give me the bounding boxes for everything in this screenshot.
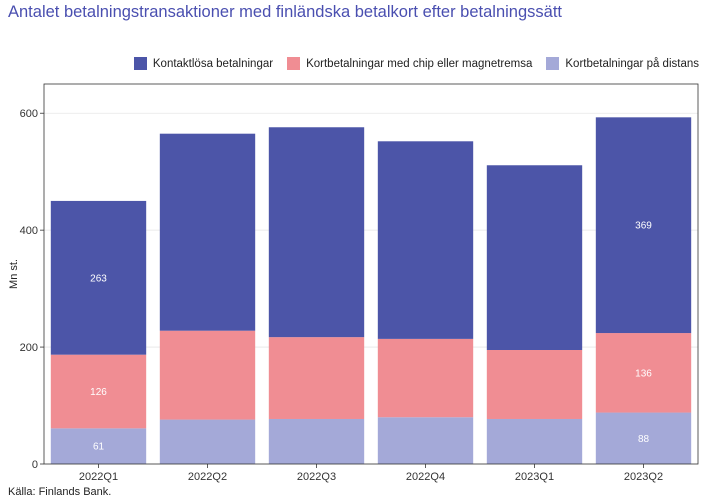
legend-label: Kortbetalningar med chip eller magnetrem…	[306, 57, 533, 70]
bar-2022Q4-series-0	[377, 417, 474, 464]
legend-label: Kontaktlösa betalningar	[152, 57, 274, 70]
source-note: Källa: Finlands Bank.	[8, 486, 112, 498]
data-label: 263	[90, 273, 107, 284]
bar-2023Q1-series-2	[486, 165, 583, 350]
legend-item: Kontaktlösa betalningar	[133, 57, 274, 70]
legend-label: Kortbetalningar på distans	[565, 57, 699, 70]
y-tick-label: 600	[20, 108, 38, 120]
bar-2022Q3-series-0	[268, 418, 365, 464]
data-label: 369	[635, 221, 652, 232]
bar-2022Q1-series-2	[50, 200, 147, 355]
y-tick-label: 200	[20, 342, 38, 354]
bar-2022Q3-series-1	[268, 337, 365, 419]
bar-2023Q1-series-0	[486, 418, 583, 464]
bar-2022Q3-series-2	[268, 127, 365, 338]
legend-item: Kortbetalningar med chip eller magnetrem…	[287, 57, 532, 70]
bar-2022Q1-series-1	[50, 354, 147, 429]
bar-2023Q2-series-1	[595, 333, 692, 413]
legend-swatch	[133, 57, 147, 70]
x-tick-label: 2022Q3	[297, 471, 336, 483]
x-tick-label: 2023Q2	[624, 471, 663, 483]
legend-swatch	[287, 57, 301, 70]
bar-2022Q2-series-2	[159, 133, 256, 331]
x-tick-label: 2022Q1	[79, 471, 118, 483]
bar-2023Q1-series-1	[486, 350, 583, 419]
bar-2022Q2-series-0	[159, 419, 256, 464]
legend-item: Kortbetalningar på distans	[546, 57, 699, 70]
legend-swatch	[546, 57, 560, 70]
plot-border	[43, 83, 699, 465]
x-tick-label: 2022Q4	[406, 471, 445, 483]
legend: Kontaktlösa betalningar Kortbetalningar m…	[120, 57, 699, 70]
chart-title: Antalet betalningstransaktioner med finl…	[8, 3, 562, 21]
bar-2022Q1-series-0	[50, 428, 147, 464]
y-tick-label: 0	[32, 459, 38, 471]
bar-2022Q4-series-2	[377, 141, 474, 339]
bar-2023Q2-series-0	[595, 412, 692, 464]
bar-2023Q2-series-2	[595, 117, 692, 334]
y-axis-label: Mn st.	[8, 259, 20, 289]
data-label: 136	[635, 368, 652, 379]
bar-2022Q4-series-1	[377, 338, 474, 418]
x-tick-label: 2023Q1	[515, 471, 554, 483]
plot-background	[44, 84, 698, 464]
y-tick-label: 400	[20, 225, 38, 237]
data-label: 88	[638, 434, 650, 445]
x-tick-label: 2022Q2	[188, 471, 227, 483]
data-label: 126	[90, 387, 107, 398]
data-label: 61	[93, 442, 105, 453]
bar-2022Q2-series-1	[159, 330, 256, 420]
